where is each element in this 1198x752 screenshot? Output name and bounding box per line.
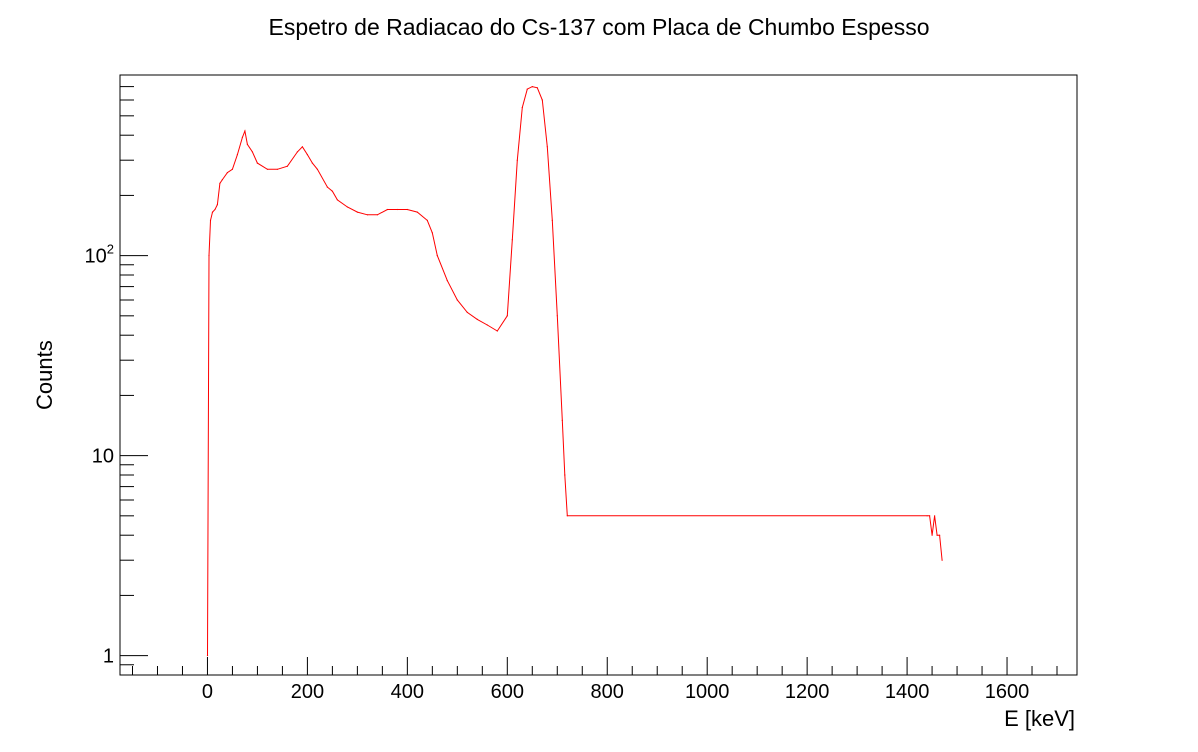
data-point bbox=[301, 146, 303, 148]
data-point bbox=[311, 162, 313, 164]
data-point bbox=[246, 143, 248, 145]
data-point bbox=[496, 330, 498, 332]
data-point bbox=[541, 99, 543, 101]
data-point bbox=[934, 515, 936, 517]
data-point bbox=[346, 206, 348, 208]
data-point bbox=[231, 168, 233, 170]
x-tick-label: 1000 bbox=[685, 681, 730, 703]
data-point bbox=[531, 86, 533, 88]
data-point bbox=[561, 419, 563, 421]
y-axis-label: Counts bbox=[32, 340, 57, 410]
data-point bbox=[929, 515, 931, 517]
data-point bbox=[236, 154, 238, 156]
x-tick-label: 0 bbox=[202, 681, 213, 703]
data-point bbox=[286, 165, 288, 167]
data-point bbox=[376, 214, 378, 216]
data-point bbox=[366, 214, 368, 216]
x-axis-label: E [keV] bbox=[1004, 706, 1075, 731]
x-tick-label: 800 bbox=[591, 681, 624, 703]
data-point bbox=[551, 219, 553, 221]
data-point bbox=[266, 168, 268, 170]
data-point bbox=[306, 154, 308, 156]
y-tick-label: 102 bbox=[85, 242, 114, 268]
data-point bbox=[386, 208, 388, 211]
data-point bbox=[296, 151, 298, 153]
data-point bbox=[556, 315, 558, 317]
y-tick-base: 1 bbox=[103, 646, 114, 668]
data-point bbox=[566, 515, 568, 517]
x-tick-label: 600 bbox=[491, 681, 524, 703]
x-tick-label: 1200 bbox=[785, 681, 830, 703]
data-point bbox=[211, 211, 214, 213]
data-point bbox=[226, 172, 228, 174]
data-point bbox=[446, 280, 448, 282]
data-point bbox=[214, 208, 216, 211]
plot-frame bbox=[119, 74, 1078, 676]
x-tick-label: 400 bbox=[391, 681, 424, 703]
data-point bbox=[436, 255, 438, 257]
data-point bbox=[456, 299, 458, 301]
data-point bbox=[221, 179, 223, 181]
x-tick-label: 200 bbox=[291, 681, 324, 703]
data-point bbox=[219, 182, 221, 184]
data-point bbox=[209, 219, 212, 221]
data-point bbox=[431, 232, 433, 234]
y-tick-base: 10 bbox=[92, 446, 114, 468]
data-point bbox=[941, 559, 943, 561]
x-axis: 0 200 400 600 800 1000 1200 1400 1600 bbox=[131, 657, 1058, 703]
data-point bbox=[536, 87, 538, 89]
data-point bbox=[426, 219, 428, 221]
data-point bbox=[356, 211, 358, 213]
data-point bbox=[326, 186, 328, 188]
data-point bbox=[476, 318, 478, 320]
data-point bbox=[241, 136, 243, 138]
data-point bbox=[276, 168, 278, 170]
y-tick-exponent: 2 bbox=[107, 242, 114, 257]
data-point bbox=[936, 534, 938, 536]
data-point bbox=[466, 311, 468, 313]
data-point bbox=[486, 324, 488, 326]
y-tick-base: 10 bbox=[85, 246, 107, 268]
series-layer bbox=[206, 86, 943, 657]
data-point bbox=[256, 162, 258, 164]
y-tick-label: 10 bbox=[92, 446, 114, 468]
x-tick-label: 1400 bbox=[885, 681, 930, 703]
data-point bbox=[526, 88, 528, 90]
data-point bbox=[244, 130, 246, 132]
data-point bbox=[396, 208, 398, 211]
data-point bbox=[336, 199, 338, 201]
data-point bbox=[316, 168, 318, 170]
data-point bbox=[546, 146, 548, 148]
x-tick-label: 1600 bbox=[985, 681, 1030, 703]
data-point bbox=[516, 159, 518, 161]
data-point bbox=[506, 315, 508, 317]
data-point bbox=[208, 255, 210, 257]
data-point bbox=[206, 655, 209, 657]
data-point bbox=[331, 190, 333, 192]
data-point bbox=[216, 204, 218, 206]
data-point bbox=[926, 515, 928, 517]
chart-title: Espetro de Radiacao do Cs-137 com Placa … bbox=[269, 14, 930, 40]
data-point bbox=[511, 239, 513, 241]
y-tick-label: 1 bbox=[103, 646, 114, 668]
data-point bbox=[406, 208, 408, 211]
data-point bbox=[939, 534, 941, 536]
data-point bbox=[251, 151, 253, 153]
series-line bbox=[207, 86, 943, 656]
data-point bbox=[416, 211, 418, 213]
data-point bbox=[564, 474, 566, 476]
data-point bbox=[521, 106, 523, 109]
data-point bbox=[931, 534, 933, 536]
